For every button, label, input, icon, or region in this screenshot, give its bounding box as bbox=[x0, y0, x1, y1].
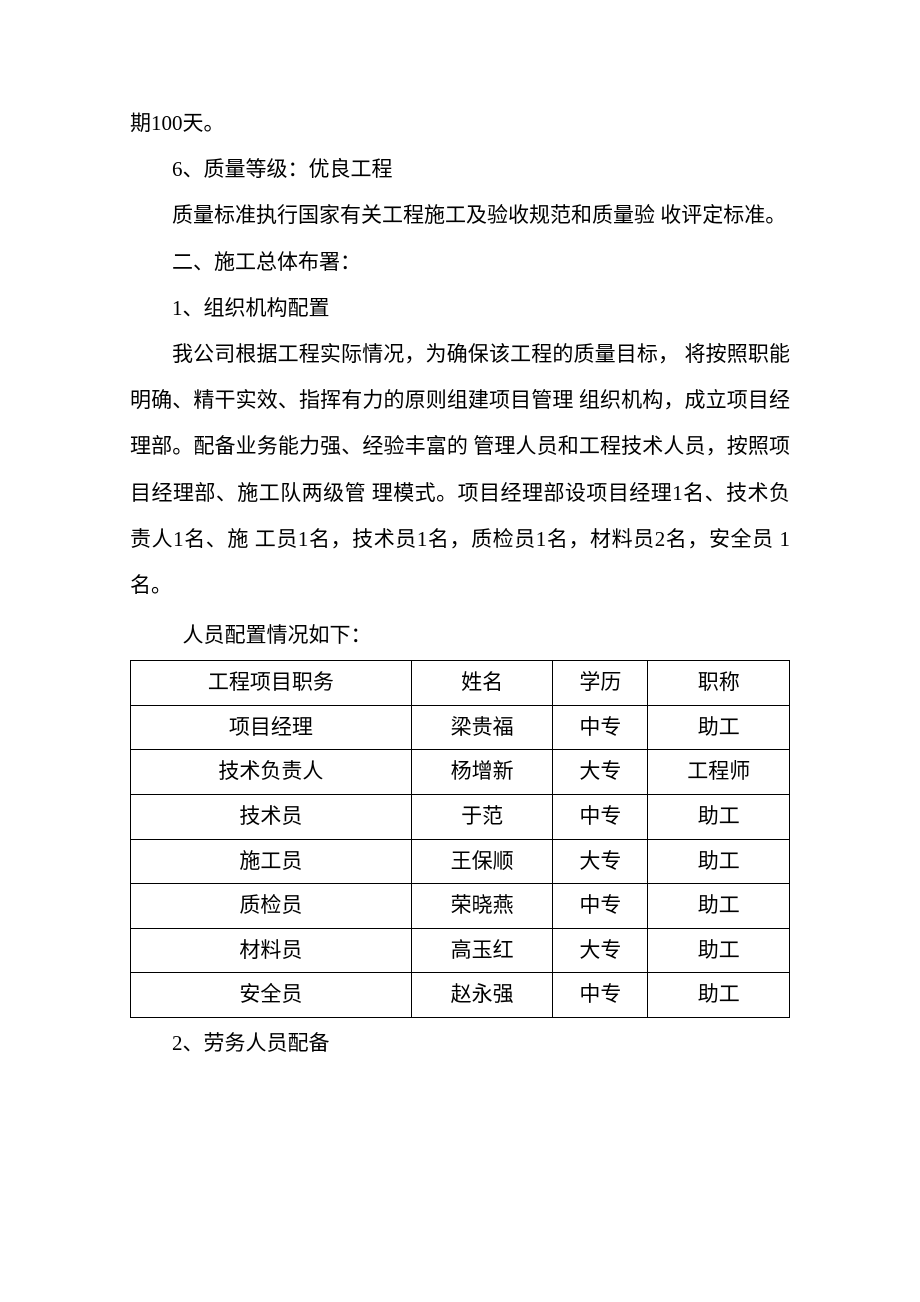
table-cell: 大专 bbox=[553, 928, 648, 973]
table-cell: 助工 bbox=[648, 928, 790, 973]
personnel-table: 工程项目职务 姓名 学历 职称 项目经理 梁贵福 中专 助工 技术负责人 杨增新… bbox=[130, 660, 790, 1018]
table-header-cell: 工程项目职务 bbox=[131, 661, 412, 706]
table-row: 技术员 于范 中专 助工 bbox=[131, 795, 790, 840]
table-row: 安全员 赵永强 中专 助工 bbox=[131, 973, 790, 1018]
document-content: 期100天。 6、质量等级：优良工程 质量标准执行国家有关工程施工及验收规范和质… bbox=[130, 100, 790, 1066]
table-cell: 助工 bbox=[648, 839, 790, 884]
table-cell: 项目经理 bbox=[131, 705, 412, 750]
table-cell: 大专 bbox=[553, 839, 648, 884]
paragraph-3: 质量标准执行国家有关工程施工及验收规范和质量验 收评定标准。 bbox=[130, 192, 790, 238]
table-cell: 质检员 bbox=[131, 884, 412, 929]
table-row: 技术负责人 杨增新 大专 工程师 bbox=[131, 750, 790, 795]
table-cell: 材料员 bbox=[131, 928, 412, 973]
table-cell: 赵永强 bbox=[411, 973, 553, 1018]
table-cell: 助工 bbox=[648, 973, 790, 1018]
table-row: 材料员 高玉红 大专 助工 bbox=[131, 928, 790, 973]
table-cell: 施工员 bbox=[131, 839, 412, 884]
table-row: 项目经理 梁贵福 中专 助工 bbox=[131, 705, 790, 750]
paragraph-1: 期100天。 bbox=[130, 100, 790, 146]
table-cell: 助工 bbox=[648, 884, 790, 929]
table-cell: 杨增新 bbox=[411, 750, 553, 795]
table-cell: 助工 bbox=[648, 795, 790, 840]
table-header-row: 工程项目职务 姓名 学历 职称 bbox=[131, 661, 790, 706]
paragraph-6: 我公司根据工程实际情况，为确保该工程的质量目标， 将按照职能明确、精干实效、指挥… bbox=[130, 331, 790, 608]
table-cell: 王保顺 bbox=[411, 839, 553, 884]
table-header-cell: 职称 bbox=[648, 661, 790, 706]
table-caption: 人员配置情况如下： bbox=[130, 612, 790, 658]
table-header-cell: 姓名 bbox=[411, 661, 553, 706]
table-cell: 于范 bbox=[411, 795, 553, 840]
table-row: 施工员 王保顺 大专 助工 bbox=[131, 839, 790, 884]
table-cell: 工程师 bbox=[648, 750, 790, 795]
table-cell: 高玉红 bbox=[411, 928, 553, 973]
paragraph-7: 2、劳务人员配备 bbox=[130, 1020, 790, 1066]
table-row: 质检员 荣晓燕 中专 助工 bbox=[131, 884, 790, 929]
table-cell: 中专 bbox=[553, 795, 648, 840]
table-header-cell: 学历 bbox=[553, 661, 648, 706]
table-cell: 大专 bbox=[553, 750, 648, 795]
paragraph-4: 二、施工总体布署： bbox=[130, 239, 790, 285]
paragraph-2: 6、质量等级：优良工程 bbox=[130, 146, 790, 192]
table-cell: 技术负责人 bbox=[131, 750, 412, 795]
table-cell: 中专 bbox=[553, 973, 648, 1018]
table-cell: 中专 bbox=[553, 884, 648, 929]
table-cell: 技术员 bbox=[131, 795, 412, 840]
table-cell: 中专 bbox=[553, 705, 648, 750]
table-cell: 安全员 bbox=[131, 973, 412, 1018]
paragraph-5: 1、组织机构配置 bbox=[130, 285, 790, 331]
table-cell: 梁贵福 bbox=[411, 705, 553, 750]
table-cell: 荣晓燕 bbox=[411, 884, 553, 929]
table-cell: 助工 bbox=[648, 705, 790, 750]
